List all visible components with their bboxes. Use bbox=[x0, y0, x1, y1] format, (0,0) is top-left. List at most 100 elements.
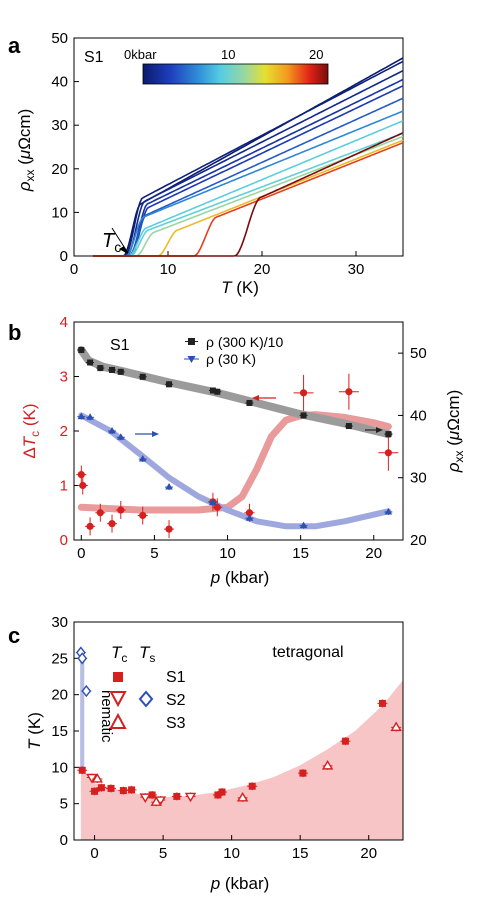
y-tick-label-left-b: 4 bbox=[60, 314, 68, 331]
legend-marker-s2-ts bbox=[138, 690, 154, 708]
point-s3 bbox=[321, 760, 334, 770]
rho-curve-4.2kbar bbox=[92, 97, 404, 257]
x-tick-label-c: 15 bbox=[292, 845, 309, 862]
point-s1 bbox=[128, 786, 136, 794]
point-s1 bbox=[119, 787, 127, 795]
x-tick-label-a: 20 bbox=[254, 261, 271, 278]
legend-marker-s3 bbox=[109, 712, 127, 729]
y-tick-label-a: 20 bbox=[51, 161, 68, 178]
y-tick-label-c: 15 bbox=[51, 723, 68, 740]
rho300-point bbox=[246, 399, 253, 406]
legend-label-s1: S1 bbox=[166, 669, 186, 686]
y-axis-label-a: ρxx (μΩcm) bbox=[15, 109, 37, 193]
rho30-point bbox=[116, 433, 125, 440]
tetragonal-region bbox=[80, 680, 404, 840]
delta-tc-point bbox=[139, 511, 147, 520]
sample-label-a: S1 bbox=[84, 49, 104, 66]
delta-tc-point bbox=[345, 388, 353, 396]
fit-curve-2 bbox=[78, 412, 392, 530]
legend-header-ts: Ts bbox=[139, 643, 155, 665]
tc-arrow-head bbox=[119, 246, 128, 254]
point-s3 bbox=[150, 796, 162, 806]
point-s1 bbox=[148, 791, 156, 799]
delta-tc-point bbox=[384, 449, 392, 457]
y-tick-label-right-b: 40 bbox=[410, 407, 427, 424]
point-s1 bbox=[299, 769, 307, 777]
legend-c: Tc Ts S1 S2 S3 bbox=[109, 643, 186, 732]
rho300-point bbox=[385, 431, 392, 438]
rho30-point bbox=[384, 507, 393, 515]
y-axis-right-b: 20 30 40 50 bbox=[398, 345, 427, 549]
y-tick-label-left-b: 0 bbox=[60, 532, 68, 549]
point-s1 bbox=[173, 792, 181, 800]
y-tick-label-right-b: 20 bbox=[410, 532, 427, 549]
y-tick-label-c: 20 bbox=[51, 687, 68, 704]
legend-label-s3: S3 bbox=[166, 715, 186, 732]
panel-letter-b: b bbox=[8, 320, 21, 345]
legend-label-s2: S2 bbox=[166, 692, 186, 709]
rho-curve-0.5kbar bbox=[92, 60, 404, 257]
x-tick-label-b: 10 bbox=[219, 545, 236, 562]
point-s3 bbox=[390, 721, 402, 732]
point-s1 bbox=[218, 788, 226, 796]
arrow-head-right-black bbox=[376, 427, 383, 433]
resistivity-curves bbox=[92, 57, 404, 257]
point-s1 bbox=[378, 699, 386, 707]
x-tick-label-b: 0 bbox=[77, 545, 85, 562]
y-tick-label-c: 10 bbox=[51, 759, 68, 776]
rho-curve-2.7kbar bbox=[92, 85, 404, 257]
x-axis-label-c: p (kbar) bbox=[210, 874, 270, 893]
tetragonal-label: tetragonal bbox=[272, 644, 343, 661]
nematic-label: nematic bbox=[98, 690, 115, 743]
point-s2-ts bbox=[81, 684, 92, 698]
rho-curve-6kbar bbox=[92, 110, 404, 257]
x-tick-label-c: 0 bbox=[90, 845, 98, 862]
point-s2 bbox=[184, 792, 197, 803]
delta-tc-point bbox=[108, 520, 116, 528]
point-s1 bbox=[248, 782, 256, 790]
nematic-region bbox=[80, 654, 85, 768]
rho300-point bbox=[166, 381, 173, 388]
rho300-point bbox=[214, 388, 221, 395]
x-axis-a: 0 10 20 30 bbox=[70, 251, 365, 278]
delta-tc-point bbox=[165, 525, 173, 533]
y-tick-label-left-b: 2 bbox=[60, 423, 68, 440]
delta-tc-point bbox=[213, 503, 221, 511]
point-s1 bbox=[97, 784, 105, 792]
rho-curve-1.2kbar bbox=[92, 69, 404, 257]
panel-b: b 0 5 10 15 20 0 1 2 3 4 20 30 40 50 S1 ρ (300 K)/1… bbox=[8, 314, 466, 587]
sample-label-b: S1 bbox=[110, 337, 130, 354]
data-points-b bbox=[76, 347, 399, 539]
x-tick-label-b: 20 bbox=[365, 545, 382, 562]
colorbar bbox=[142, 63, 329, 85]
rho-curve-9kbar bbox=[92, 120, 404, 257]
colorbar-label-right: 20 bbox=[309, 47, 323, 62]
rho-curve-2.1kbar bbox=[92, 78, 404, 257]
point-s2-ts bbox=[77, 652, 88, 665]
legend-b: ρ (300 K)/10 ρ (30 K) bbox=[184, 334, 283, 367]
y-tick-label-a: 50 bbox=[51, 30, 68, 47]
panel-c: c 0 5 10 15 20 0 5 10 15 20 25 30 tetragonal nemat… bbox=[8, 614, 404, 893]
rho30-point bbox=[138, 455, 147, 462]
y-tick-label-c: 5 bbox=[60, 796, 68, 813]
rho300-point bbox=[109, 366, 116, 373]
y-tick-label-left-b: 1 bbox=[60, 478, 68, 495]
fit-curve-0 bbox=[77, 411, 392, 514]
y-axis-label-right-b: ρxx (μΩcm) bbox=[444, 390, 466, 474]
x-tick-label-a: 30 bbox=[348, 261, 365, 278]
legend-label-rho30: ρ (30 K) bbox=[206, 351, 256, 367]
y-tick-label-c: 30 bbox=[51, 614, 68, 631]
delta-tc-point bbox=[79, 481, 87, 490]
rho30-point bbox=[245, 514, 254, 521]
x-axis-c: 0 5 10 15 20 bbox=[90, 835, 377, 862]
y-axis-left-b: 0 1 2 3 4 bbox=[60, 314, 79, 549]
delta-tc-point bbox=[245, 509, 254, 517]
point-s3 bbox=[91, 773, 104, 783]
y-tick-label-c: 25 bbox=[51, 650, 68, 667]
y-axis-label-left-b: ΔTc (K) bbox=[20, 403, 42, 458]
x-tick-label-a: 0 bbox=[70, 261, 78, 278]
rho30-point bbox=[165, 483, 173, 490]
y-tick-label-left-b: 3 bbox=[60, 369, 68, 386]
x-tick-label-b: 5 bbox=[150, 545, 158, 562]
rho30-point bbox=[108, 427, 116, 434]
